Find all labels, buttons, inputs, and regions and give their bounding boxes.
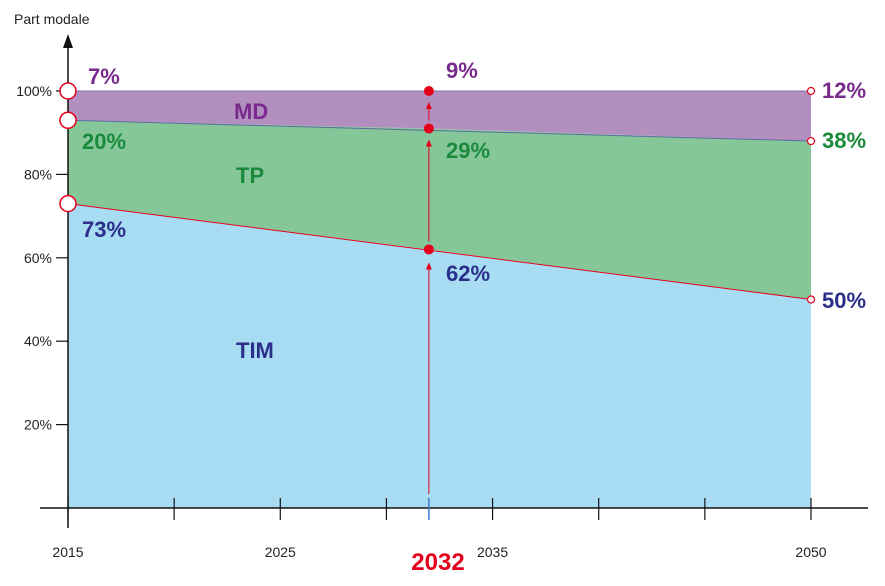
x-ticks: 2015 2025 2035 2050	[52, 498, 827, 560]
boundary-tim-tp	[67, 203, 812, 300]
series-label-md: MD	[234, 99, 268, 124]
pct-2032-tim: 62%	[446, 261, 490, 286]
pct-2015-tp: 20%	[82, 129, 126, 154]
end-point	[806, 295, 816, 304]
pct-2015-md: 7%	[88, 64, 120, 89]
boundary-tp-md	[67, 119, 812, 142]
x-tick-label: 2025	[265, 544, 296, 560]
pct-2050-tim: 50%	[822, 288, 866, 313]
pct-2050-tp: 38%	[822, 128, 866, 153]
area-tp	[68, 120, 811, 300]
y-ticks: 20% 40% 60% 80% 100%	[16, 83, 68, 433]
y-tick-label: 80%	[24, 166, 52, 182]
y-tick-label: 60%	[24, 250, 52, 266]
area-md	[68, 91, 811, 142]
pct-2032-md: 9%	[446, 58, 478, 83]
highlight-year-label: 2032	[411, 549, 464, 576]
highlight-point	[423, 244, 434, 255]
x-tick-label: 2035	[477, 544, 508, 560]
start-point	[59, 194, 77, 213]
series-label-tim: TIM	[236, 338, 274, 363]
y-axis-arrow	[63, 34, 73, 48]
end-point	[806, 136, 816, 146]
y-axis-label: Part modale	[14, 11, 90, 27]
x-tick-label: 2015	[52, 544, 83, 560]
highlight-point	[423, 123, 434, 134]
y-tick-label: 40%	[24, 333, 52, 349]
end-point	[806, 86, 816, 96]
x-tick-label: 2050	[795, 544, 826, 560]
start-point	[59, 111, 77, 129]
pct-2050-md: 12%	[822, 78, 866, 103]
highlight-point	[423, 86, 434, 96]
y-tick-label: 20%	[24, 417, 52, 433]
highlight-arrow-head	[425, 102, 432, 109]
area-tim	[68, 203, 811, 508]
pct-2015-tim: 73%	[82, 217, 126, 242]
series-label-tp: TP	[236, 163, 264, 188]
start-point	[59, 82, 77, 100]
highlight-2032	[59, 82, 816, 520]
pct-2032-tp: 29%	[446, 138, 490, 163]
highlight-arrow-head	[425, 262, 432, 270]
y-tick-label: 100%	[16, 83, 52, 99]
highlight-arrow-head	[425, 139, 432, 147]
